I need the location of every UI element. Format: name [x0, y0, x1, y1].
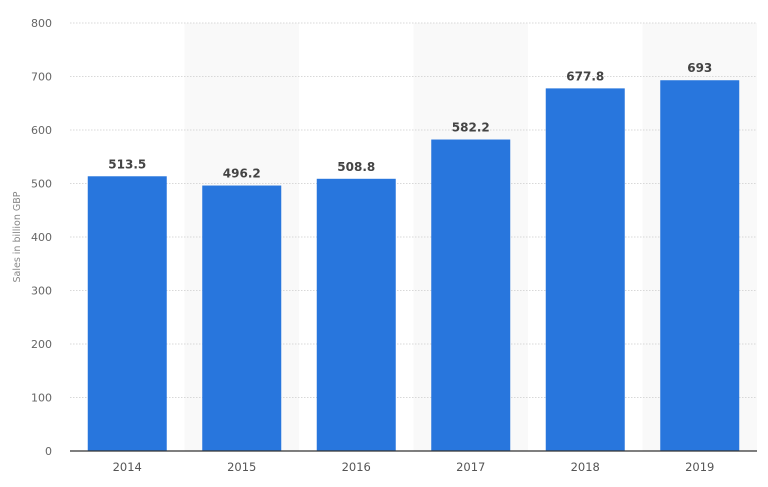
value-label: 508.8 — [337, 160, 375, 174]
bar-2016[interactable] — [316, 178, 396, 452]
value-label: 693 — [687, 61, 712, 75]
bar-2014[interactable] — [87, 176, 167, 451]
bar-2017[interactable] — [431, 139, 511, 451]
y-tick-label: 600 — [31, 124, 52, 137]
bars — [87, 80, 740, 452]
y-tick-label: 400 — [31, 231, 52, 244]
value-label: 513.5 — [108, 157, 146, 171]
x-tick-label: 2014 — [113, 460, 142, 474]
x-tick-label: 2018 — [571, 460, 600, 474]
y-tick-label: 0 — [45, 445, 52, 458]
value-label: 582.2 — [452, 121, 490, 135]
y-tick-label: 200 — [31, 338, 52, 351]
y-tick-label: 500 — [31, 178, 52, 191]
y-axis-ticks: 0 100 200 300 400 500 600 700 800 — [31, 17, 52, 458]
value-labels: 513.5 496.2 508.8 582.2 677.8 693 — [108, 61, 712, 180]
bar-2015[interactable] — [202, 185, 282, 451]
y-tick-label: 100 — [31, 392, 52, 405]
bar-2018[interactable] — [545, 88, 625, 451]
x-axis-ticks: 2014 2015 2016 2017 2018 2019 — [113, 460, 715, 474]
x-tick-label: 2017 — [456, 460, 485, 474]
value-label: 677.8 — [566, 69, 604, 83]
bar-2019[interactable] — [660, 80, 740, 452]
x-tick-label: 2019 — [685, 460, 714, 474]
y-axis-label: Sales in billion GBP — [12, 191, 23, 282]
x-tick-label: 2015 — [227, 460, 256, 474]
value-label: 496.2 — [223, 167, 261, 181]
y-tick-label: 800 — [31, 17, 52, 30]
gridlines — [70, 22, 757, 398]
y-tick-label: 300 — [31, 285, 52, 298]
y-tick-label: 700 — [31, 71, 52, 84]
x-tick-label: 2016 — [342, 460, 371, 474]
